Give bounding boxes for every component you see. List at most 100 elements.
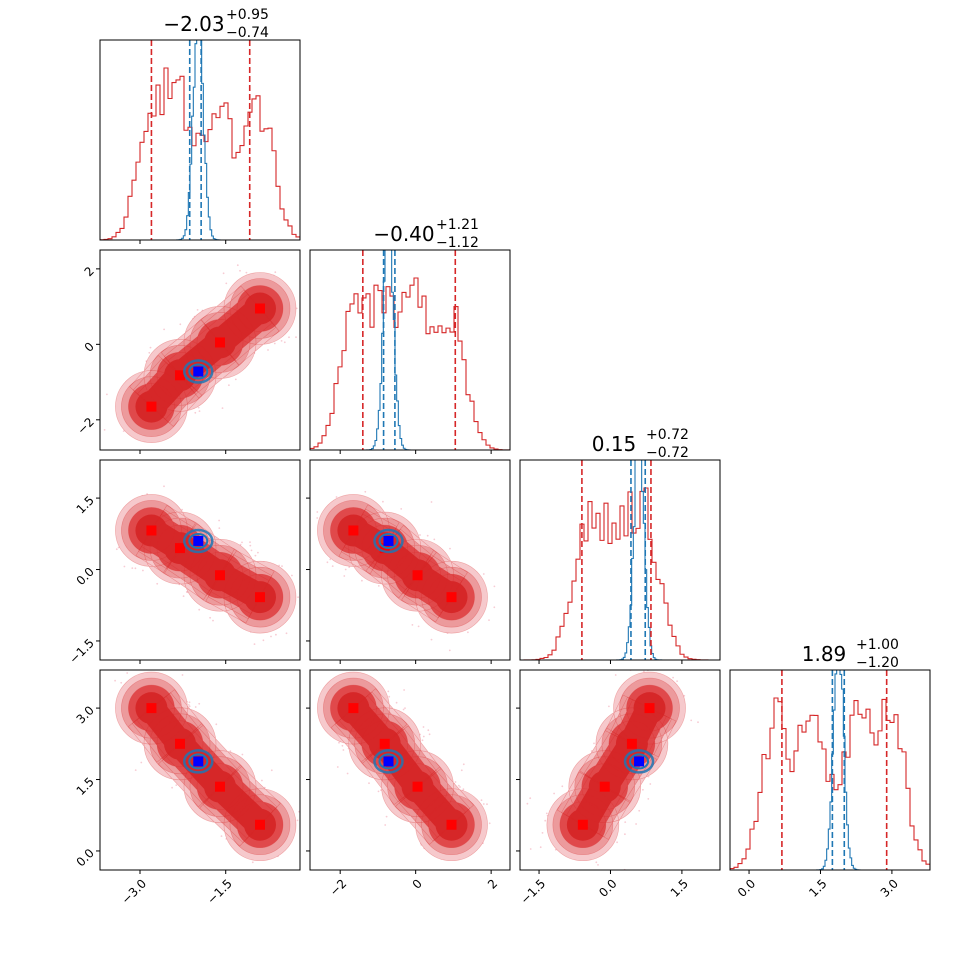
red-histogram [730, 697, 930, 870]
sample-point [384, 824, 387, 826]
sample-point [486, 803, 488, 806]
blue-contour-outer [623, 749, 655, 774]
x-tick-label: −2 [327, 876, 349, 898]
sample-point [402, 708, 405, 711]
red-histogram [100, 67, 300, 240]
red-mode-marker-1 [379, 738, 390, 749]
red-mode-marker-3 [446, 592, 457, 603]
x-tick-label: −3.0 [119, 876, 150, 907]
sample-point [697, 721, 699, 724]
contour-line-1 [121, 677, 291, 855]
sample-point [346, 772, 349, 775]
sample-point [163, 328, 166, 331]
sample-point [335, 496, 338, 498]
sample-point [419, 733, 421, 736]
contour-level-3 [135, 514, 276, 614]
sample-point [198, 608, 201, 611]
sample-point [188, 701, 191, 704]
x-tick-label: 0.0 [735, 876, 758, 899]
sample-point [526, 802, 529, 805]
sample-point [156, 582, 159, 585]
hist-1 [310, 250, 510, 450]
sample-point [215, 723, 218, 726]
sample-point [647, 775, 650, 778]
sample-point [117, 546, 120, 549]
sample-point [249, 544, 252, 547]
sample-point [553, 792, 555, 795]
sample-point [361, 579, 363, 582]
hist-title-minus-2: −0.72 [646, 445, 689, 461]
sample-point [186, 591, 189, 594]
sample-point [302, 573, 304, 575]
blue-contour-outer [183, 528, 214, 554]
blue-contour-inner [188, 363, 209, 380]
sample-point [672, 676, 674, 679]
sample-point [400, 508, 403, 510]
red-mode-marker-2 [215, 570, 225, 581]
panel-frame-1-1 [309, 249, 511, 451]
sample-point [218, 519, 221, 522]
sample-point [419, 534, 421, 536]
sample-point [614, 674, 617, 676]
sample-point [198, 702, 201, 705]
red-mode-marker-3 [255, 592, 265, 603]
x-tick-label: 0.0 [596, 876, 619, 899]
panel-frame-3-1 [309, 669, 511, 871]
blue-contour-outer [373, 749, 404, 774]
sample-point [388, 695, 391, 698]
y-tick-label: 0.0 [74, 846, 97, 869]
sample-point [270, 635, 272, 638]
sample-point [146, 493, 149, 495]
sample-point [404, 707, 406, 709]
blue-contour-inner [188, 532, 209, 549]
panel-frame-3-3 [729, 669, 931, 871]
sample-point [348, 566, 351, 568]
sample-point [341, 744, 344, 747]
sample-point [344, 568, 347, 571]
sample-point [288, 336, 290, 339]
sample-point [163, 485, 165, 488]
hist-title-minus-0: −0.74 [226, 25, 269, 41]
red-mode-marker-3 [577, 819, 588, 830]
sample-point [462, 763, 465, 766]
hist-title-plus-0: +0.95 [226, 7, 269, 23]
sample-point [493, 606, 496, 609]
sample-point [331, 565, 334, 567]
hist-title-plus-1: +1.21 [436, 217, 479, 233]
red-mode-marker-3 [255, 303, 265, 314]
sample-point [197, 406, 200, 409]
blue-contour-inner [629, 753, 650, 770]
panel-frame-3-0 [99, 669, 301, 871]
sample-point [229, 750, 232, 753]
hist-2 [520, 460, 720, 660]
sample-point [123, 565, 126, 568]
blue-contour-outer [183, 749, 214, 774]
sample-point [194, 411, 197, 414]
red-mode-marker-3 [255, 819, 265, 830]
sample-point [245, 271, 248, 274]
panel-frame-0-0 [99, 39, 301, 241]
hist-title-3: 1.89 [802, 642, 847, 666]
hist-3 [730, 670, 930, 870]
sample-point [457, 784, 460, 787]
sample-point [482, 573, 485, 575]
sample-point [182, 595, 185, 597]
sample-point [122, 430, 125, 432]
sample-point [377, 585, 380, 587]
sample-point [236, 264, 239, 267]
sample-point [171, 786, 174, 789]
sample-point [301, 315, 303, 317]
sample-point [576, 873, 578, 875]
sample-point [433, 538, 436, 541]
red-mode-marker-0 [146, 525, 157, 536]
sample-point [449, 547, 451, 550]
sample-point [595, 861, 598, 864]
hist-title-minus-3: −1.20 [856, 655, 899, 671]
sample-point [329, 558, 332, 561]
sample-point [421, 739, 424, 742]
sample-point [241, 541, 243, 544]
contour-line-0 [115, 272, 297, 443]
sample-point [115, 548, 118, 551]
sample-point [209, 616, 212, 619]
sample-point [295, 307, 298, 310]
